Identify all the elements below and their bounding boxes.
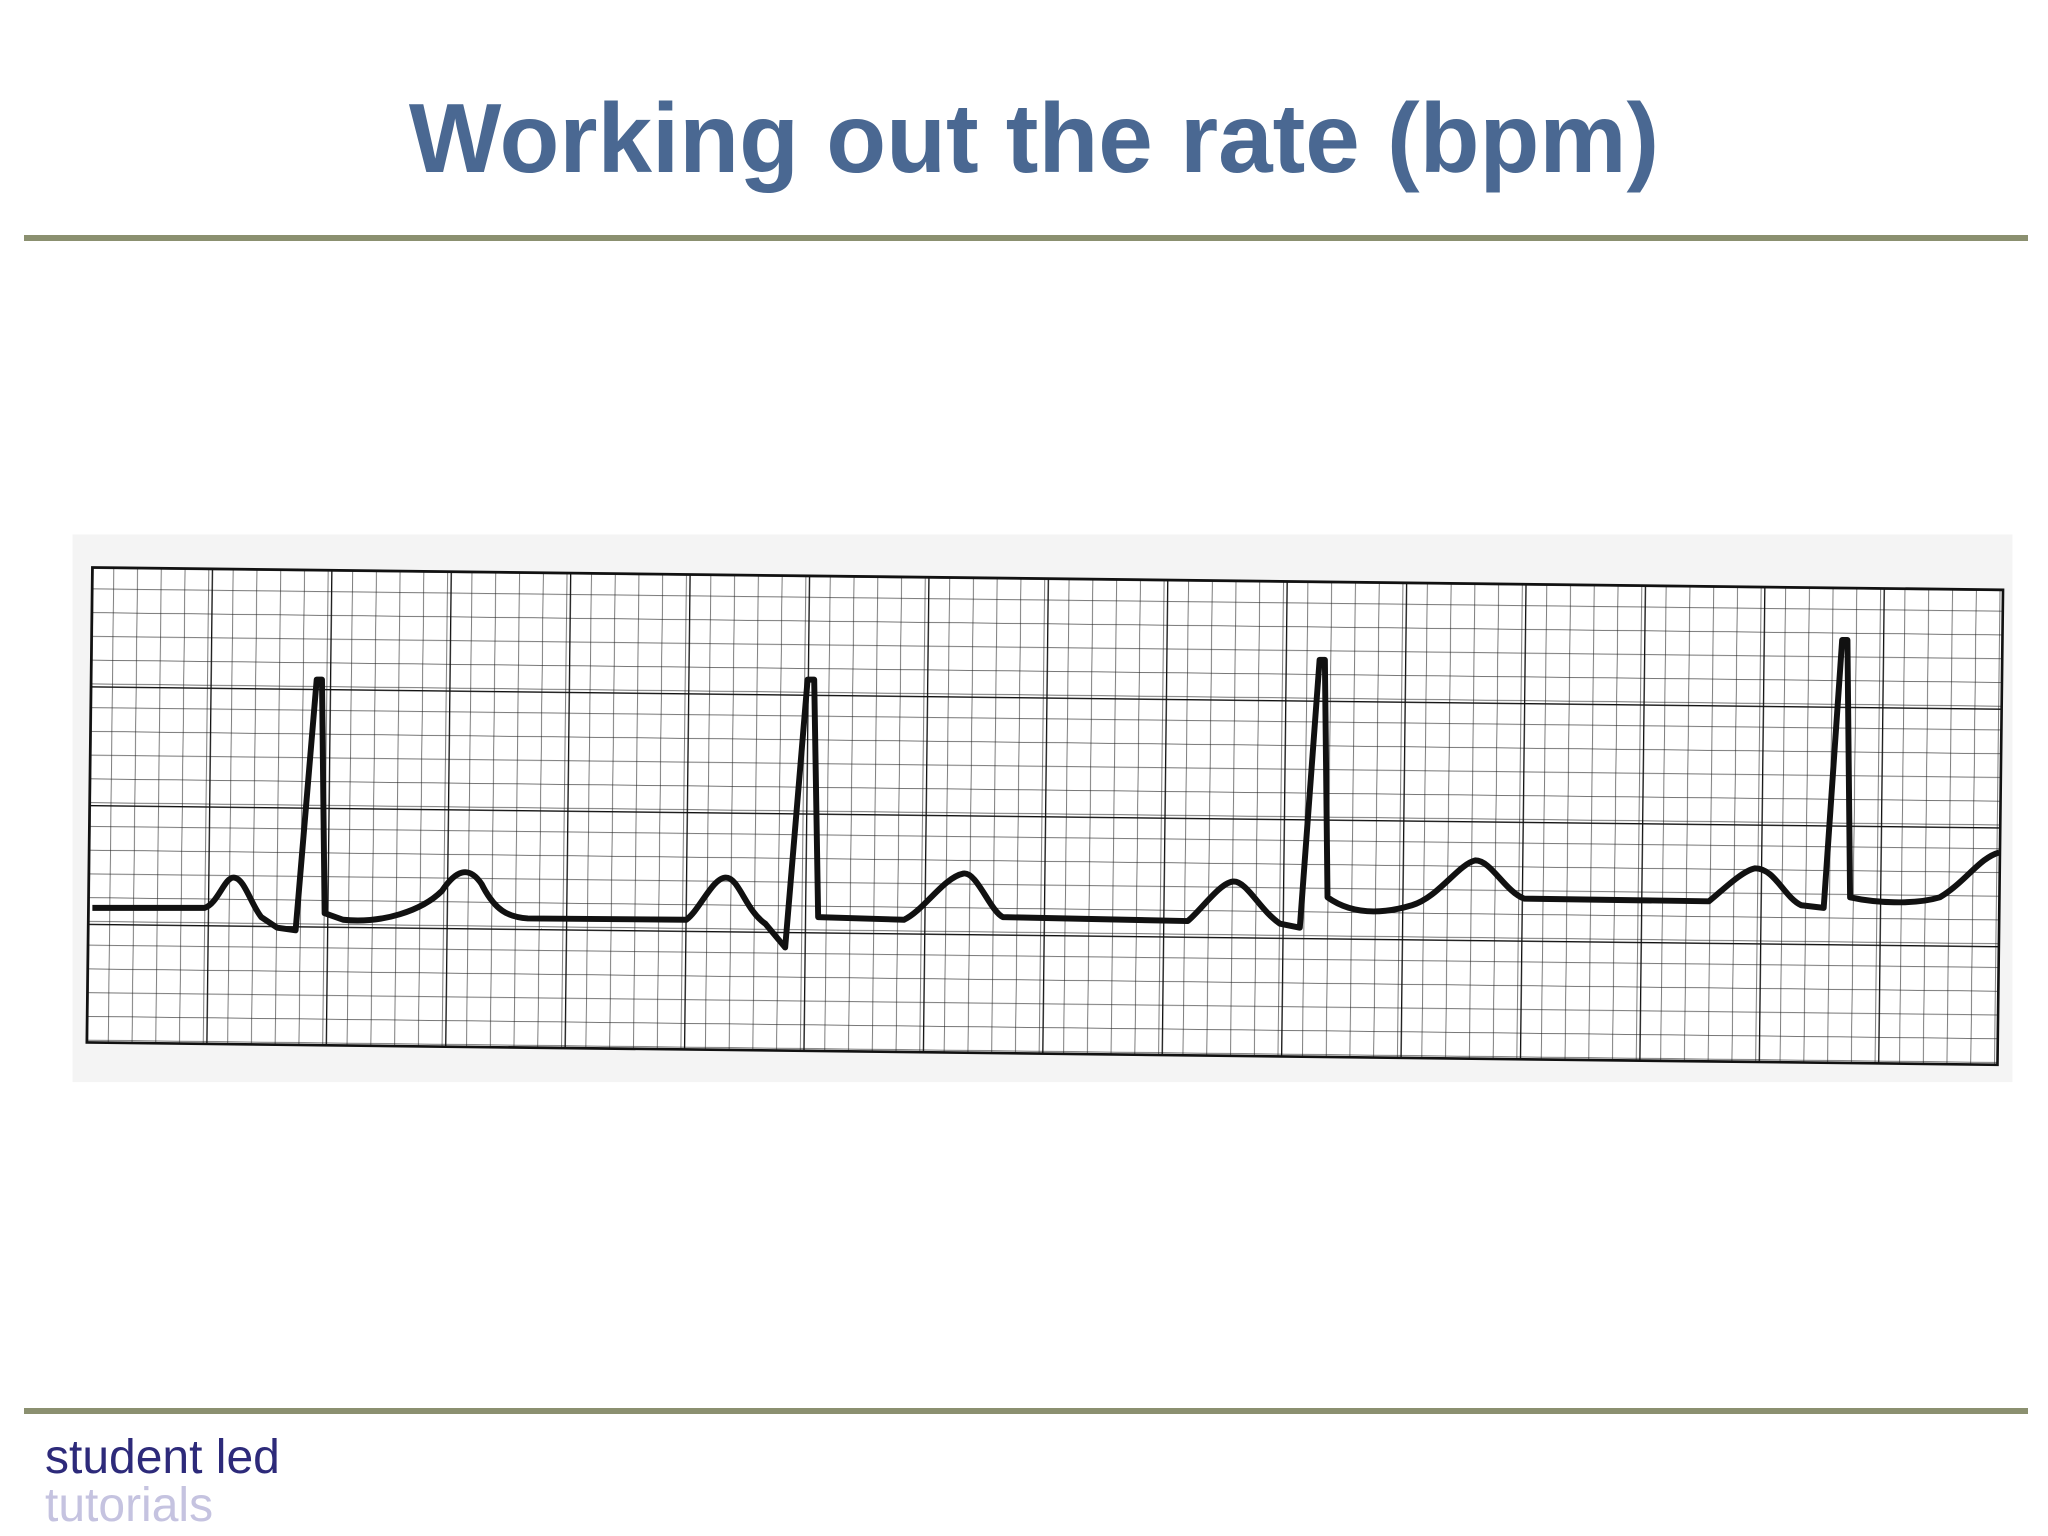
top-rule (24, 235, 2028, 241)
slide-title: Working out the rate (bpm) (408, 83, 1660, 193)
footer-brand-sub: tutorials (45, 1479, 214, 1532)
footer-brand: student led (45, 1431, 280, 1484)
ecg-trace (92, 637, 2001, 951)
ecg-grid (85, 566, 2005, 1067)
bottom-rule (24, 1408, 2028, 1414)
